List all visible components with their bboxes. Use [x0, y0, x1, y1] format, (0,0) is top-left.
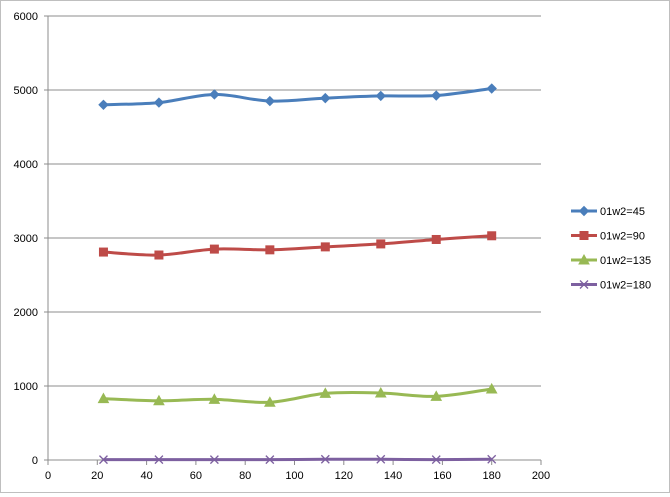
series-01w2=90: [99, 232, 495, 259]
legend-label: 01w2=135: [600, 255, 651, 267]
x-tick-label: 160: [433, 470, 451, 482]
gridlines: [48, 16, 541, 386]
series-01w2=45: [99, 84, 496, 109]
data-point: [266, 246, 274, 254]
legend-label: 01w2=180: [600, 280, 651, 292]
data-point: [376, 91, 385, 100]
legend-item: 01w2=90: [571, 231, 645, 243]
x-tick-label: 20: [91, 470, 103, 482]
legend: 01w2=45 01w2=90 01w2=135 01w2=180: [571, 206, 651, 292]
x-tick-label: 100: [285, 470, 303, 482]
x-tick-label: 80: [239, 470, 251, 482]
data-point: [321, 243, 329, 251]
data-point: [99, 100, 108, 109]
data-point: [321, 94, 330, 103]
data-point: [210, 245, 218, 253]
series-01w2=135: [98, 384, 496, 406]
data-point: [377, 240, 385, 248]
data-point: [154, 98, 163, 107]
x-axis-tick-labels: 0 20 40 60 80 100 120 140 160 180 200: [45, 470, 550, 482]
data-point: [265, 97, 274, 106]
legend-label: 01w2=45: [600, 206, 645, 218]
y-tick-label: 0: [32, 455, 38, 467]
x-tick-label: 40: [140, 470, 152, 482]
series-01w2=180: [99, 455, 495, 463]
y-tick-label: 4000: [14, 159, 38, 171]
data-point: [99, 248, 107, 256]
data-point: [432, 235, 440, 243]
y-tick-label: 3000: [14, 233, 38, 245]
x-tick-label: 200: [532, 470, 550, 482]
data-point: [488, 232, 496, 240]
data-point: [432, 91, 441, 100]
y-tick-label: 2000: [14, 307, 38, 319]
y-tick-label: 1000: [14, 381, 38, 393]
data-point: [487, 84, 496, 93]
legend-label: 01w2=90: [600, 231, 645, 243]
x-tick-label: 0: [45, 470, 51, 482]
data-point: [210, 90, 219, 99]
x-tick-label: 180: [483, 470, 501, 482]
x-tick-label: 60: [190, 470, 202, 482]
y-tick-label: 6000: [14, 11, 38, 23]
series-lines: [98, 84, 496, 464]
data-point: [155, 251, 163, 259]
legend-item: 01w2=135: [571, 255, 651, 267]
legend-item: 01w2=180: [571, 280, 651, 292]
x-tick-label: 140: [384, 470, 402, 482]
x-tick-label: 120: [335, 470, 353, 482]
y-tick-label: 5000: [14, 85, 38, 97]
legend-swatch-marker: [580, 207, 589, 216]
legend-swatch-marker: [580, 232, 588, 240]
y-axis-tick-labels: 0 1000 2000 3000 4000 5000 6000: [14, 11, 38, 467]
legend-item: 01w2=45: [571, 206, 645, 218]
